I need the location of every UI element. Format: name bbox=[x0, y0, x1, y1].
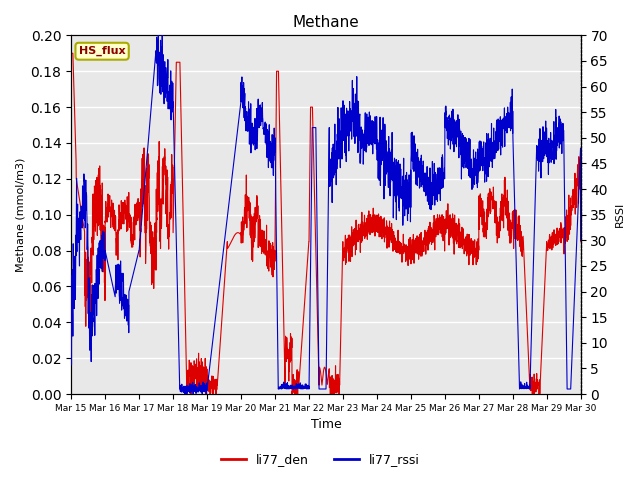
Y-axis label: Methane (mmol/m3): Methane (mmol/m3) bbox=[15, 157, 25, 272]
Y-axis label: RSSI: RSSI bbox=[615, 202, 625, 228]
Text: HS_flux: HS_flux bbox=[79, 46, 125, 56]
X-axis label: Time: Time bbox=[310, 419, 341, 432]
Title: Methane: Methane bbox=[292, 15, 359, 30]
Legend: li77_den, li77_rssi: li77_den, li77_rssi bbox=[216, 448, 424, 471]
